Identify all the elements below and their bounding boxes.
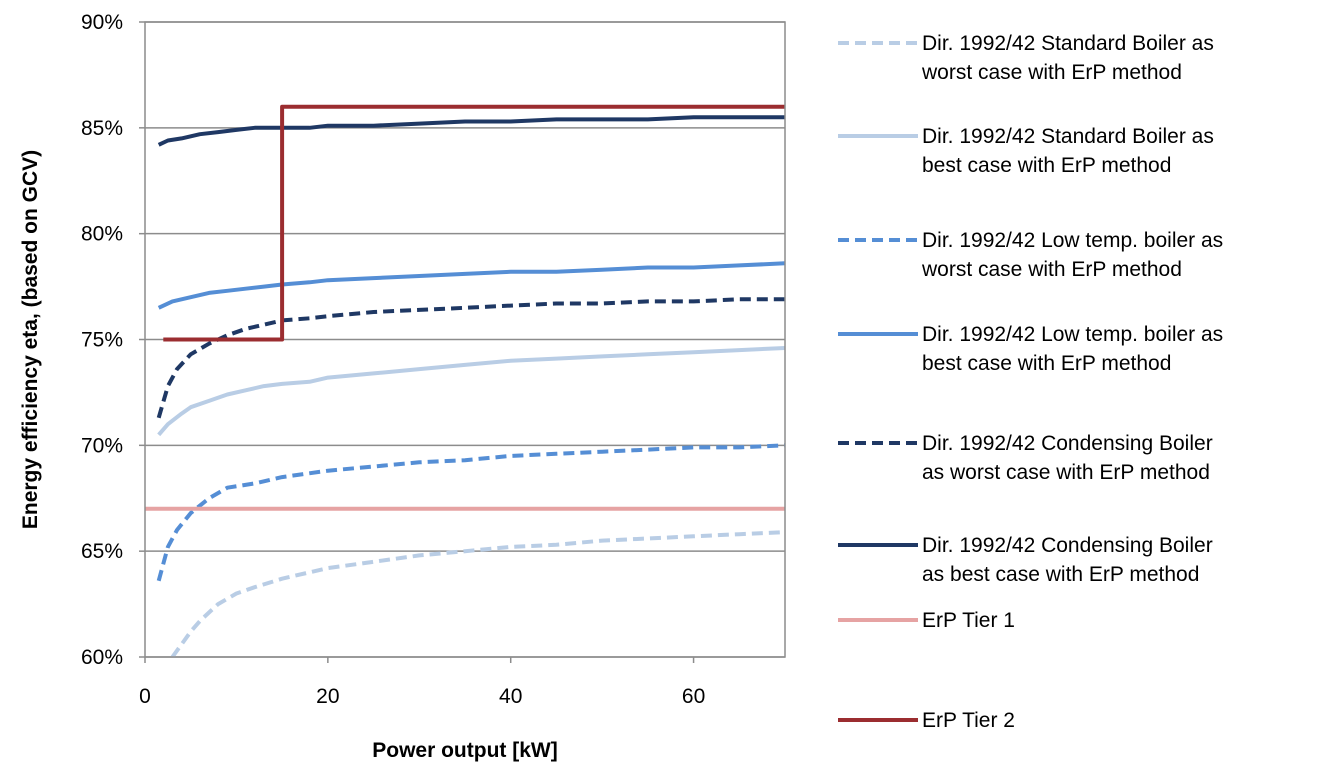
legend-label-1: worst case with ErP method — [921, 61, 1182, 84]
y-tick-label: 70% — [81, 434, 123, 457]
legend-label-8: ErP Tier 2 — [922, 709, 1015, 732]
y-tick-label: 90% — [81, 11, 123, 34]
legend: Dir. 1992/42 Standard Boiler as worst cas… — [838, 32, 1223, 732]
legend-label-4: best case with ErP method — [922, 352, 1171, 375]
y-axis-title: Energy efficiency eta, (based on GCV) — [19, 150, 42, 529]
legend-label-5: Dir. 1992/42 Condensing Boiler — [922, 432, 1213, 455]
legend-label-1: Dir. 1992/42 Standard Boiler as — [922, 32, 1214, 55]
y-tick-label: 85% — [81, 117, 123, 140]
series-line-5 — [156, 297, 785, 419]
y-tick-label: 65% — [81, 540, 123, 563]
y-tick-label: 75% — [81, 329, 123, 352]
legend-label-3: Dir. 1992/42 Low temp. boiler as — [922, 229, 1223, 252]
legend-label-3: worst case with ErP method — [921, 258, 1182, 281]
x-axis-ticks: 0 20 40 60 — [139, 657, 705, 708]
x-tick-label: 0 — [139, 685, 151, 708]
legend-label-6: Dir. 1992/42 Condensing Boiler — [922, 534, 1213, 557]
legend-label-5: as worst case with ErP method — [922, 461, 1210, 484]
series-layer — [145, 104, 786, 659]
x-tick-label: 20 — [316, 685, 339, 708]
x-tick-label: 60 — [682, 685, 705, 708]
x-tick-label: 40 — [499, 685, 522, 708]
y-axis-ticks: 60% 65% 70% 75% 80% 85% 90% — [81, 11, 145, 669]
series-line-8 — [163, 104, 785, 342]
x-axis-title: Power output [kW] — [372, 739, 557, 762]
legend-label-7: ErP Tier 1 — [922, 609, 1015, 632]
series-line-6 — [157, 115, 785, 147]
series-line-4 — [157, 261, 786, 310]
legend-label-4: Dir. 1992/42 Low temp. boiler as — [922, 323, 1223, 346]
y-tick-label: 60% — [81, 646, 123, 669]
series-line-2 — [157, 346, 786, 437]
series-line-3 — [156, 443, 786, 582]
legend-label-2: best case with ErP method — [922, 154, 1171, 177]
y-tick-label: 80% — [81, 223, 123, 246]
legend-label-2: Dir. 1992/42 Standard Boiler as — [922, 125, 1214, 148]
legend-label-6: as best case with ErP method — [922, 563, 1199, 586]
